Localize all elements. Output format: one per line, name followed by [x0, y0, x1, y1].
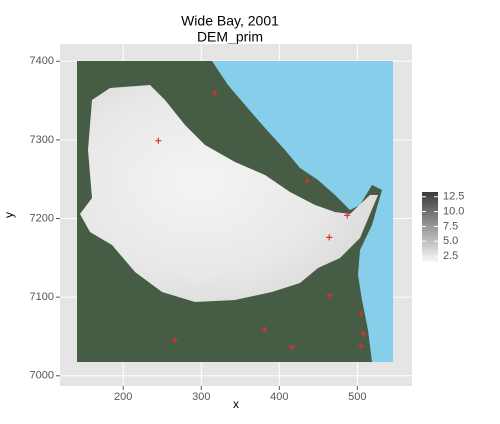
- chart-subtitle: DEM_prim: [197, 29, 263, 45]
- raster: [77, 61, 393, 362]
- dem-surface: [80, 85, 378, 302]
- point: [171, 337, 178, 344]
- x-tick-label: 400: [270, 391, 288, 403]
- x-tick-label: 200: [114, 391, 132, 403]
- point: [358, 310, 365, 317]
- point: [304, 177, 311, 184]
- y-tick-label: 7300: [30, 134, 54, 146]
- legend-label: 2.5: [443, 250, 458, 262]
- x-axis-label: x: [233, 397, 239, 411]
- ocean: [212, 61, 393, 362]
- point: [344, 212, 351, 219]
- point: [288, 344, 295, 351]
- point: [326, 234, 333, 241]
- legend-label: 5.0: [443, 235, 458, 247]
- point: [211, 89, 218, 96]
- point: [358, 342, 365, 349]
- point: [326, 292, 333, 299]
- x-tick-label: 300: [192, 391, 210, 403]
- x-tick-label: 500: [348, 391, 366, 403]
- y-tick-label: 7400: [30, 55, 54, 67]
- points: [155, 89, 367, 351]
- point: [261, 326, 268, 333]
- point: [155, 137, 162, 144]
- legend: 2.5 5.0 7.5 10.0 12.5: [422, 191, 464, 262]
- legend-label: 12.5: [443, 191, 464, 203]
- legend-label: 7.5: [443, 220, 458, 232]
- y-tick-label: 7000: [30, 370, 54, 382]
- chart-title: Wide Bay, 2001: [181, 13, 279, 29]
- point: [360, 331, 367, 338]
- y-tick-label: 7200: [30, 212, 54, 224]
- legend-label: 10.0: [443, 205, 464, 217]
- y-axis-label: y: [2, 212, 16, 218]
- y-tick-label: 7100: [30, 291, 54, 303]
- colorbar: [422, 192, 438, 262]
